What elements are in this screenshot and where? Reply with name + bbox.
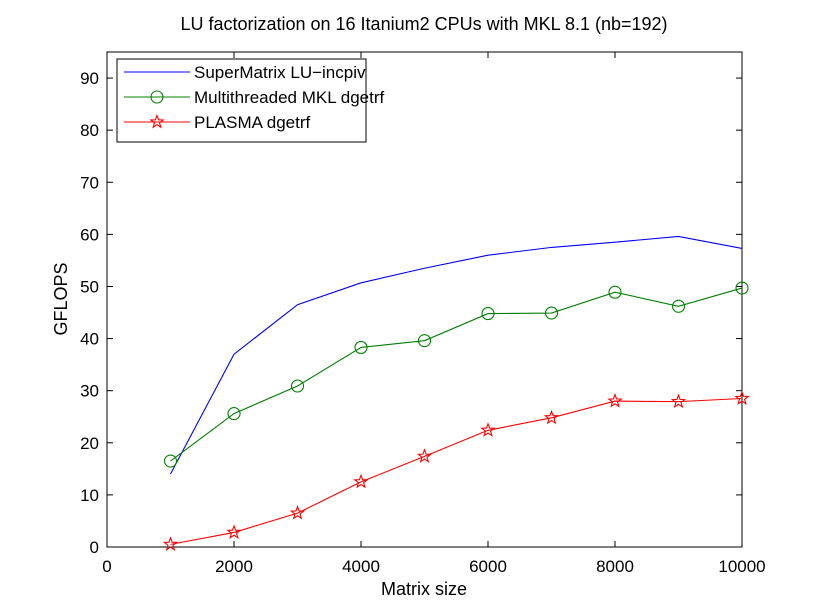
y-tick-label: 50 [80, 277, 99, 296]
y-tick-label: 20 [80, 434, 99, 453]
data-point-circle [290, 379, 305, 393]
x-tick-label: 6000 [469, 557, 507, 576]
data-point-star [289, 505, 306, 520]
x-tick-label: 10000 [718, 557, 765, 576]
data-point-circle [163, 454, 178, 468]
data-point-star [226, 524, 242, 539]
series-group [162, 390, 750, 551]
x-tick-label: 4000 [342, 557, 380, 576]
series-line [170, 397, 743, 545]
data-point-circle [544, 306, 559, 320]
data-point-circle [671, 299, 686, 313]
data-point-circle [481, 307, 495, 321]
legend-marker-star [149, 113, 165, 129]
data-point-star [162, 536, 179, 551]
data-point-star [734, 390, 750, 406]
x-tick-label: 0 [102, 557, 111, 576]
series-group [170, 235, 743, 475]
legend-box [116, 58, 367, 143]
y-axis-label: GFLOPS [51, 262, 71, 335]
data-point-star [543, 409, 560, 425]
data-point-star [480, 422, 496, 437]
y-tick-label: 0 [90, 538, 99, 557]
data-series [162, 235, 750, 551]
data-point-circle [608, 285, 622, 299]
legend-label: SuperMatrix LU−incpiv [194, 63, 366, 82]
data-point-circle [227, 407, 241, 421]
legend-label: PLASMA dgetrf [194, 113, 311, 132]
y-tick-label: 10 [80, 486, 99, 505]
x-tick-label: 2000 [215, 557, 253, 576]
data-point-circle [354, 340, 368, 354]
y-tick-label: 60 [80, 225, 99, 244]
data-point-star [353, 473, 369, 489]
y-tick-label: 80 [80, 121, 99, 140]
y-tick-label: 70 [80, 173, 99, 192]
y-tick-label: 40 [80, 330, 99, 349]
data-point-star [670, 393, 687, 409]
data-point-circle [417, 334, 432, 348]
series-group [163, 281, 749, 468]
axis-ticks: 0 2000 4000 6000 8000 10000 0 10 20 30 40 50 60 70 80 9… [80, 52, 766, 576]
y-tick-label: 30 [80, 382, 99, 401]
data-point-star [607, 393, 623, 408]
legend-marker-circle [150, 90, 164, 104]
series-line [170, 287, 743, 462]
chart-title: LU factorization on 16 Itanium2 CPUs wit… [180, 14, 667, 34]
y-tick-label: 90 [80, 69, 99, 88]
series-line [170, 235, 743, 475]
legend-label: Multithreaded MKL dgetrf [194, 88, 385, 107]
x-tick-label: 8000 [596, 557, 634, 576]
legend: SuperMatrix LU−incpiv Multithreaded MKL d… [116, 58, 385, 143]
data-point-star [416, 448, 433, 463]
data-point-circle [735, 281, 749, 295]
x-axis-label: Matrix size [381, 579, 467, 599]
